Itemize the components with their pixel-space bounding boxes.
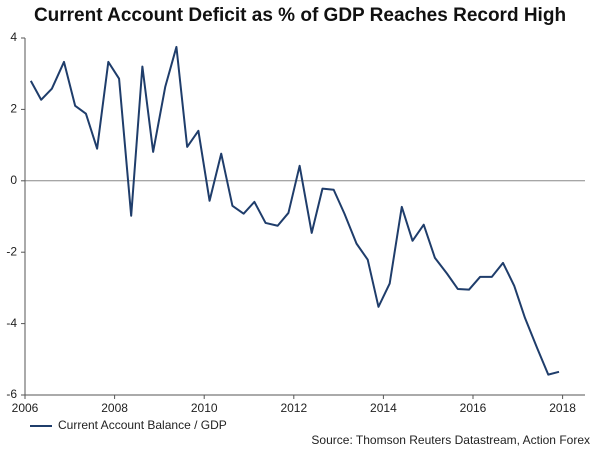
chart-title: Current Account Deficit as % of GDP Reac… bbox=[34, 5, 566, 26]
x-tick-label: 2012 bbox=[280, 401, 307, 415]
x-tick-label: 2006 bbox=[12, 401, 39, 415]
x-tick-label: 2014 bbox=[370, 401, 397, 415]
x-tick-label: 2008 bbox=[101, 401, 128, 415]
y-tick-label: -6 bbox=[6, 387, 17, 401]
y-tick-label: 2 bbox=[10, 102, 17, 116]
x-tick-label: 2010 bbox=[191, 401, 218, 415]
source: Source: Thomson Reuters Datastream, Acti… bbox=[311, 433, 590, 447]
x-tick-label: 2016 bbox=[460, 401, 487, 415]
y-tick-label: -4 bbox=[6, 316, 17, 330]
series-line bbox=[29, 45, 560, 376]
y-tick-label: 4 bbox=[10, 30, 17, 44]
x-tick-label: 2018 bbox=[549, 401, 576, 415]
legend-label: Current Account Balance / GDP bbox=[58, 418, 227, 432]
y-tick-label: 0 bbox=[10, 173, 17, 187]
y-tick-label: -2 bbox=[6, 244, 17, 258]
